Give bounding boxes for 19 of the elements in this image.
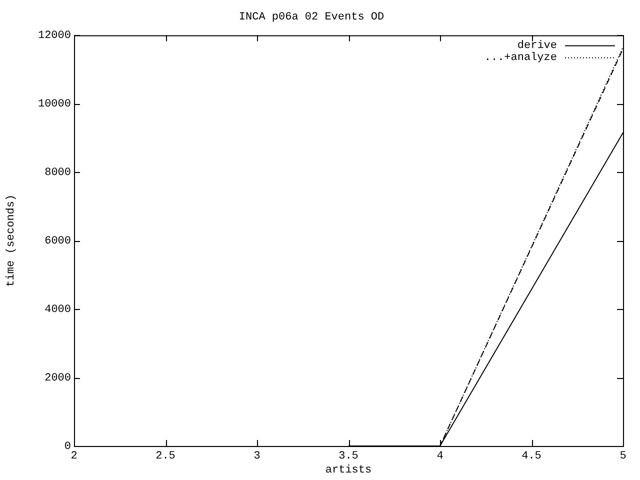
x-tick-label: 2 [70,450,78,463]
y-tick-label: 4000 [44,304,71,316]
y-tick-label: 2000 [44,372,71,384]
x-axis-title: artists [325,464,372,476]
x-tick-label: 3 [254,450,260,463]
x-tick-label: 5 [620,450,626,463]
x-tick-label: 4.5 [522,450,542,463]
x-tick-label: 3.5 [338,450,358,463]
legend-label: derive [517,40,557,52]
y-tick-label: 12000 [38,30,71,42]
x-tick-label: 4 [436,450,444,463]
chart-title: INCA p06a 02 Events OD [238,12,385,24]
y-tick-label: 6000 [44,236,71,248]
y-tick-label: 0 [64,440,71,453]
y-tick-label: 10000 [38,98,71,111]
y-tick-label: 8000 [44,167,71,180]
y-axis-title: time (seconds) [6,194,18,287]
x-tick-label: 2.5 [156,450,176,463]
legend-label: ...+analyze [484,52,557,64]
